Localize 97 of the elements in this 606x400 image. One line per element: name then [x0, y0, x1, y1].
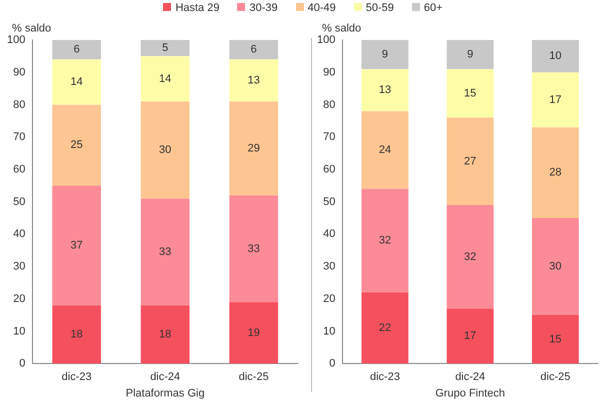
bar [52, 104, 101, 186]
bar [446, 308, 494, 364]
bar [446, 118, 494, 206]
data-label: 9 [382, 48, 388, 61]
bar [140, 40, 190, 56]
y-tick-label: 0 [329, 358, 336, 370]
y-tick-label: 70 [13, 131, 26, 144]
bar [362, 111, 408, 189]
data-label: 32 [378, 234, 392, 247]
legend-label: 40-49 [306, 2, 336, 14]
y-tick-label: 30 [13, 260, 26, 273]
bar [140, 56, 190, 102]
data-label: 13 [248, 74, 260, 86]
data-label: 37 [70, 240, 83, 252]
y-tick-label: 80 [13, 98, 26, 111]
data-label: 18 [159, 328, 172, 341]
bar [446, 69, 494, 118]
bar [532, 127, 579, 218]
bar [532, 218, 579, 316]
bar [362, 188, 408, 292]
y-tick-label: 80 [323, 98, 336, 111]
data-label: 17 [464, 330, 476, 342]
bar [140, 305, 190, 364]
x-tick-label: dic-23 [62, 371, 92, 384]
bar [52, 186, 101, 306]
data-label: 14 [159, 72, 172, 85]
legend-label: 60+ [422, 2, 443, 14]
bar [229, 195, 278, 302]
y-tick-label: 30 [323, 260, 336, 273]
data-label: 25 [70, 139, 83, 152]
y-tick-label: 70 [323, 131, 336, 144]
data-label: 22 [378, 322, 392, 334]
y-tick-label: 10 [323, 325, 336, 338]
data-label: 13 [378, 84, 392, 96]
data-label: 28 [549, 166, 562, 179]
x-tick-label: dic-25 [238, 371, 269, 384]
bar [229, 101, 278, 196]
y-tick-label: 20 [13, 292, 26, 305]
data-label: 33 [159, 246, 172, 258]
x-tick-label: dic-25 [540, 371, 570, 384]
y-tick-label: 20 [323, 292, 336, 305]
bar [446, 205, 494, 309]
y-tick-label: 40 [13, 228, 26, 240]
data-label: 29 [248, 142, 260, 154]
y-tick-label: 90 [323, 66, 336, 78]
y-tick-label: 50 [13, 196, 26, 208]
bar [532, 40, 579, 72]
y-tick-label: 60 [323, 163, 336, 176]
data-label: 14 [70, 76, 83, 88]
data-label: 15 [549, 333, 562, 346]
data-label: 6 [74, 44, 80, 56]
bar [140, 101, 190, 199]
bar [532, 315, 579, 364]
data-label: 33 [248, 242, 260, 255]
y-tick-label: 100 [316, 34, 336, 46]
data-label: 24 [378, 144, 392, 156]
legend-label: 30-39 [248, 2, 278, 14]
bar [362, 69, 408, 112]
bar [229, 302, 278, 364]
data-label: 30 [159, 144, 172, 156]
y-axis-title: % saldo [12, 22, 52, 35]
x-tick-label: dic-24 [455, 371, 486, 384]
y-tick-label: 90 [13, 66, 26, 78]
y-tick-label: 100 [6, 34, 26, 46]
data-label: 9 [467, 48, 474, 61]
y-tick-label: 60 [13, 163, 26, 176]
data-label: 18 [70, 328, 83, 341]
data-label: 32 [464, 250, 476, 263]
y-tick-label: 0 [19, 358, 26, 370]
x-axis-title: Plataformas Gig [126, 387, 205, 400]
y-axis-title: % saldo [322, 22, 362, 35]
data-label: 19 [248, 326, 260, 339]
legend-label: Hasta 29 [174, 2, 220, 14]
bar [229, 59, 278, 102]
y-tick-label: 10 [13, 325, 26, 338]
bar [532, 72, 579, 128]
bar [362, 40, 408, 70]
bar [362, 292, 408, 364]
bar [229, 40, 278, 60]
data-label: 30 [549, 260, 562, 273]
x-tick-label: dic-23 [370, 371, 400, 384]
legend-label: 50-59 [364, 2, 394, 14]
x-tick-label: dic-24 [150, 371, 180, 384]
data-label: 17 [549, 94, 562, 106]
data-label: 15 [464, 87, 476, 100]
y-tick-label: 50 [323, 196, 336, 208]
data-label: 6 [250, 44, 257, 56]
y-tick-label: 40 [323, 228, 336, 240]
data-label: 10 [549, 50, 562, 62]
bar [52, 40, 101, 60]
data-label: 5 [162, 42, 168, 54]
data-label: 27 [464, 155, 476, 168]
bar [140, 198, 190, 306]
bar [52, 59, 101, 105]
bar [446, 40, 494, 70]
bar [52, 305, 101, 364]
x-axis-title: Grupo Fintech [435, 387, 506, 400]
